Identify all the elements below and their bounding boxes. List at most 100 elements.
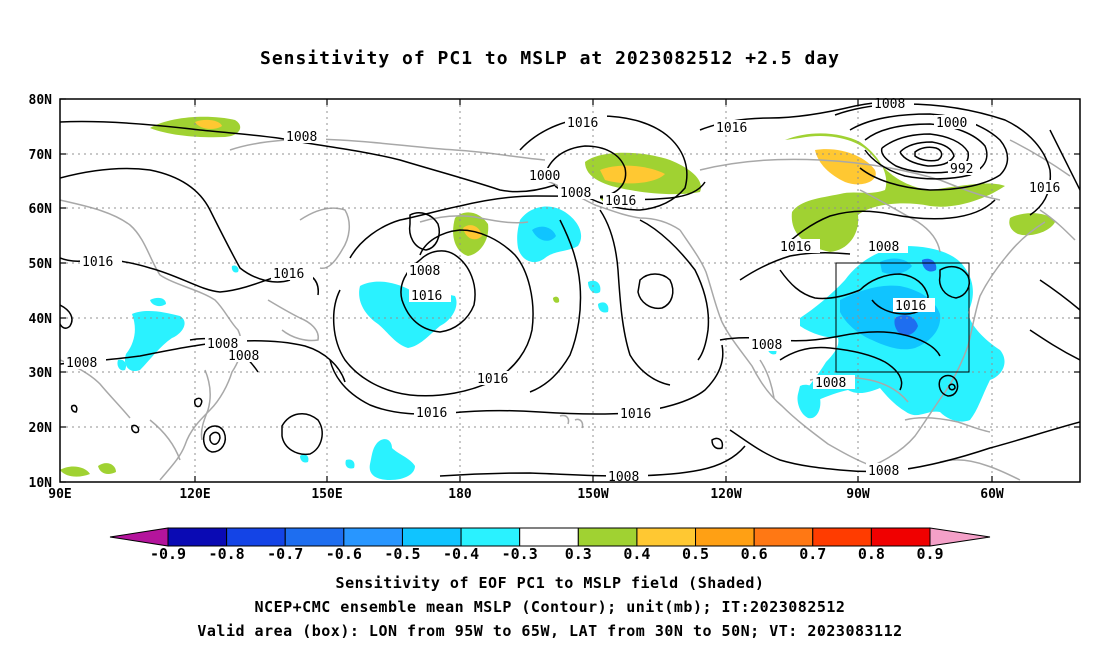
contour-line <box>599 209 671 386</box>
negative-region <box>124 310 185 372</box>
negative-strong <box>922 258 937 272</box>
contour-line <box>400 250 476 333</box>
lat-label: 70N <box>29 148 53 163</box>
colorbar-box <box>167 527 228 547</box>
contour-line <box>349 181 706 259</box>
contour-line <box>938 374 959 397</box>
colorbar-label: 0.5 <box>682 545 709 563</box>
contour-line <box>329 344 724 415</box>
contour-line <box>859 273 929 315</box>
contour-line <box>209 431 221 445</box>
contour-label: 1016 <box>605 194 636 209</box>
contour-line <box>281 413 323 456</box>
negative-core <box>880 258 912 274</box>
contour-line <box>1049 129 1080 191</box>
negative-strong <box>894 315 918 336</box>
contour-label: 1000 <box>529 169 560 184</box>
colorbar-label: -0.7 <box>267 545 303 563</box>
colorbar-box <box>753 527 814 547</box>
contour-line <box>779 199 996 251</box>
coastlines <box>60 138 1076 481</box>
positive-core <box>463 225 482 240</box>
colorbar-box <box>695 527 755 547</box>
colorbar-box <box>870 527 931 547</box>
negative-region <box>797 384 821 419</box>
contour-label: 1008 <box>874 97 905 112</box>
caption-contour: NCEP+CMC ensemble mean MSLP (Contour); u… <box>254 598 846 616</box>
colorbar-label: 0.9 <box>916 545 943 563</box>
colorbar-box <box>577 527 638 547</box>
contour-line <box>639 219 710 361</box>
plot-frame <box>59 98 1081 483</box>
contour-label: 1008 <box>868 240 899 255</box>
coastline-philippines <box>200 369 211 441</box>
contour-line <box>194 397 203 408</box>
coastline-asia <box>60 199 243 481</box>
positive-core <box>600 165 665 184</box>
colorbar-box <box>401 527 462 547</box>
coastline-siberia <box>229 138 546 161</box>
negative-region <box>345 459 355 469</box>
contour-label: 1008 <box>409 264 440 279</box>
colorbar-box <box>343 527 403 547</box>
lon-label: 180 <box>448 487 472 502</box>
contour-line <box>637 273 674 310</box>
contour-line <box>779 346 903 391</box>
colorbar-box <box>812 527 872 547</box>
contour-line <box>849 113 1009 191</box>
negative-region <box>598 302 609 313</box>
negative-core <box>532 226 556 241</box>
coastline-caribbean <box>904 417 991 433</box>
coastline-na-east <box>871 221 1046 467</box>
contour-line <box>60 304 73 329</box>
coastline-hudson <box>859 189 941 253</box>
contour-line <box>60 120 556 193</box>
contour-line <box>1029 329 1080 361</box>
colorbar-label: 0.4 <box>623 545 650 563</box>
positive-region <box>553 296 560 303</box>
lat-label: 20N <box>29 421 53 436</box>
contour-line <box>899 141 955 167</box>
colorbar-label: 0.3 <box>565 545 592 563</box>
colorbar-label: 0.6 <box>741 545 768 563</box>
lat-labels: 80N 70N 60N 50N 40N 30N 20N 10N <box>29 93 53 491</box>
positive-region <box>60 466 90 477</box>
lon-label: 90E <box>48 487 71 502</box>
colorbar-label: -0.3 <box>502 545 538 563</box>
negative-region <box>369 439 415 480</box>
colorbar-label: -0.6 <box>326 545 362 563</box>
contour-label: 1008 <box>751 338 782 353</box>
lon-label: 120W <box>710 487 741 502</box>
contour-label: 1016 <box>1029 181 1060 196</box>
valid-area-box <box>835 262 970 373</box>
contour-label: 1008 <box>868 464 899 479</box>
caption-shading: Sensitivity of EOF PC1 to MSLP field (Sh… <box>335 574 765 592</box>
positive-core <box>195 119 222 130</box>
negative-region <box>300 454 309 463</box>
contour-label: 992 <box>950 162 973 177</box>
colorbar-box <box>636 527 697 547</box>
colorbar-label: 0.7 <box>799 545 826 563</box>
contour-label: 1000 <box>936 116 967 131</box>
colorbar-left-arrow <box>109 527 169 547</box>
negative-region <box>150 297 166 307</box>
negative-region <box>231 265 239 273</box>
colorbar: -0.9 -0.8 -0.7 -0.6 -0.5 -0.4 -0.3 0.3 0.4 0.5 0.6… <box>109 527 991 563</box>
graticule <box>60 99 1080 482</box>
positive-region <box>150 116 241 138</box>
coastline-baja <box>759 359 775 399</box>
positive-core <box>815 149 876 185</box>
contour-line <box>131 424 140 434</box>
lon-label: 120E <box>179 487 210 502</box>
positive-region <box>1009 213 1055 236</box>
colorbar-label: -0.5 <box>384 545 420 563</box>
coastline-na-west <box>679 229 873 467</box>
contour-line <box>70 404 78 413</box>
colorbar-right-arrow <box>929 527 991 547</box>
lat-label: 10N <box>29 476 53 491</box>
lon-label: 150E <box>311 487 342 502</box>
contour-line <box>864 123 988 180</box>
lon-label: 150W <box>577 487 608 502</box>
positive-region <box>785 133 1005 252</box>
positive-region <box>98 463 116 474</box>
